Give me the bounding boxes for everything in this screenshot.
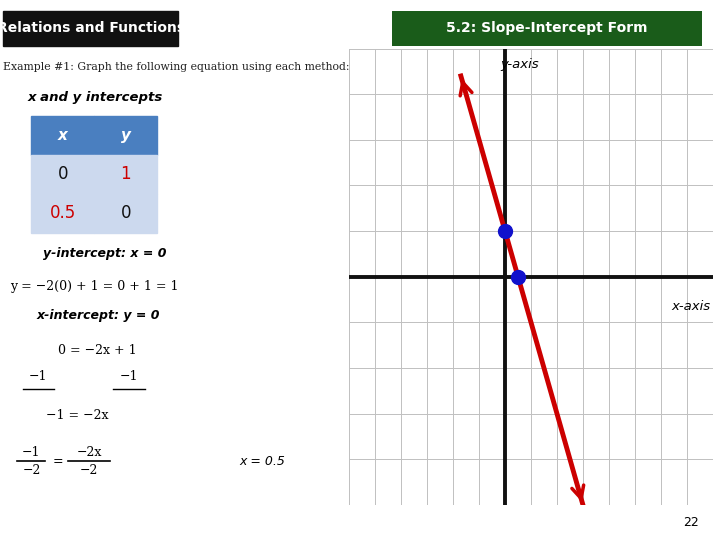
Text: 0 = −2x + 1: 0 = −2x + 1 [58,345,137,357]
Bar [32,116,94,155]
Bar [94,194,157,233]
Bar [32,155,94,194]
Text: −1: −1 [22,446,40,459]
Text: Relations and Functions: Relations and Functions [0,22,185,35]
Text: 0.5: 0.5 [50,204,76,222]
Text: −1: −1 [30,370,48,383]
Bar [32,194,94,233]
Text: −2: −2 [22,464,40,477]
Text: 0: 0 [120,204,131,222]
Bar [94,155,157,194]
Bar [94,116,157,155]
Text: =: = [53,455,63,468]
Text: 22: 22 [683,516,698,529]
Bar [4,11,178,46]
Text: −2: −2 [80,464,98,477]
Text: x and y intercepts: x and y intercepts [28,91,163,104]
Text: y = −2(0) + 1 = 0 + 1 = 1: y = −2(0) + 1 = 0 + 1 = 1 [10,280,179,293]
Text: x = 0.5: x = 0.5 [239,455,285,468]
Text: y-intercept: x = 0: y-intercept: x = 0 [43,247,166,260]
Text: −2x: −2x [76,446,102,459]
Text: −1: −1 [120,370,138,383]
Text: −1 = −2x: −1 = −2x [45,409,108,422]
Text: y: y [121,128,131,143]
Text: 1: 1 [120,165,131,184]
Text: Example #1: Graph the following equation using each method: y = −2x + 1: Example #1: Graph the following equation… [4,63,421,72]
Text: 0: 0 [58,165,68,184]
Text: y-axis: y-axis [500,58,539,71]
Text: x-intercept: y = 0: x-intercept: y = 0 [36,309,160,322]
Text: x-axis: x-axis [671,300,710,313]
Text: 5.2: Slope-Intercept Form: 5.2: Slope-Intercept Form [446,22,648,35]
Text: x: x [58,128,68,143]
